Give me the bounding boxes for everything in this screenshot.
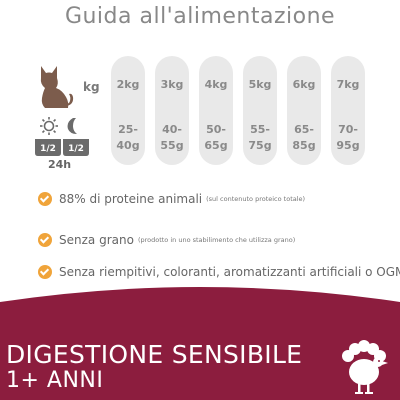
feature-text: Senza grano — [59, 233, 134, 247]
daily-amount-from: 55- — [250, 123, 270, 136]
feature-note: (prodotto in uno stabilimento che utiliz… — [137, 236, 296, 244]
feeding-column: 4kg 50- 65g — [199, 56, 233, 165]
daily-amount-from: 65- — [294, 123, 314, 136]
daily-amount-from: 70- — [338, 123, 358, 136]
cat-icon — [40, 66, 74, 108]
daily-amount-from: 25- — [118, 123, 138, 136]
feeding-table: 2kg 25- 40g 3kg 40- 55g 4kg 50- 65g 5kg … — [111, 56, 365, 165]
feeding-column: 7kg 70- 95g — [331, 56, 365, 165]
cat-weight: 6kg — [292, 78, 316, 91]
fraction-left: 1/2 — [40, 144, 56, 154]
weight-unit-label: kg — [83, 80, 100, 94]
feature-item: Senza riempitivi, coloranti, aromatizzan… — [38, 265, 400, 279]
age-label: 1+ ANNI — [6, 368, 104, 393]
feature-item: 88% di proteine animali (sul contenuto p… — [38, 192, 305, 206]
feature-item: Senza grano (prodotto in uno stabiliment… — [38, 233, 295, 247]
banner-background — [0, 287, 400, 400]
daily-amount-from: 50- — [206, 123, 226, 136]
check-icon — [38, 265, 52, 279]
turkey-icon — [342, 340, 388, 394]
feeding-column: 6kg 65- 85g — [287, 56, 321, 165]
fraction-right: 1/2 — [68, 144, 84, 154]
daily-amount-to: 95g — [336, 139, 360, 152]
daily-amount-to: 40g — [116, 139, 140, 152]
daily-amount-from: 40- — [162, 123, 182, 136]
page-title: Guida all'alimentazione — [64, 4, 336, 29]
feeding-column: 2kg 25- 40g — [111, 56, 145, 165]
check-icon — [38, 192, 52, 206]
feature-note: (sul contenuto proteico totale) — [206, 195, 306, 203]
daily-amount-to: 75g — [248, 139, 272, 152]
daily-amount-to: 65g — [204, 139, 228, 152]
daily-amount-to: 85g — [292, 139, 316, 152]
feeding-column: 5kg 55- 75g — [243, 56, 277, 165]
period-label: 24h — [48, 158, 72, 171]
check-icon — [38, 233, 52, 247]
cat-weight: 4kg — [204, 78, 228, 91]
sun-moon-icon: 1/2 1/2 — [35, 117, 89, 156]
cat-weight: 3kg — [160, 78, 184, 91]
feature-text: Senza riempitivi, coloranti, aromatizzan… — [59, 265, 400, 279]
cat-weight: 2kg — [116, 78, 140, 91]
feeding-column: 3kg 40- 55g — [155, 56, 189, 165]
daily-amount-to: 55g — [160, 139, 184, 152]
cat-weight: 5kg — [248, 78, 272, 91]
feature-text: 88% di proteine animali — [59, 192, 203, 206]
cat-weight: 7kg — [336, 78, 360, 91]
product-line-title: DIGESTIONE SENSIBILE — [6, 340, 303, 369]
